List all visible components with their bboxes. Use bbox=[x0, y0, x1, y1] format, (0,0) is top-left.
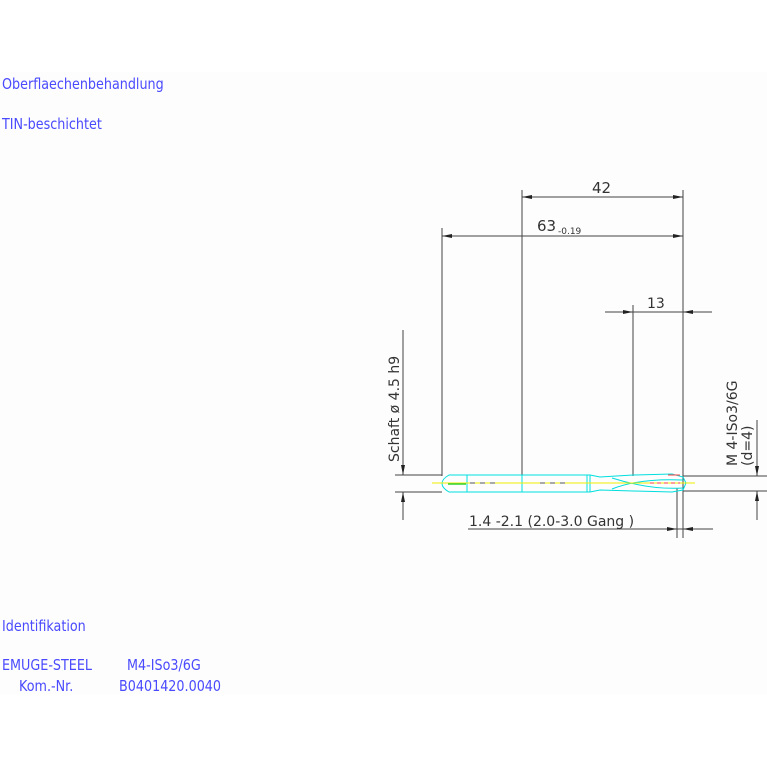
sheet-background bbox=[0, 72, 767, 694]
surface-heading: Oberflaechenbehandlung bbox=[2, 75, 164, 93]
thread-label: M 4-ISo3/6G bbox=[725, 381, 741, 466]
id-line1-right: M4-ISo3/6G bbox=[127, 656, 201, 674]
dim-63-tolerance: -0.19 bbox=[558, 227, 582, 237]
id-line2-left: Kom.-Nr. bbox=[19, 677, 74, 695]
identification-heading: Identifikation bbox=[2, 617, 86, 635]
dim-13-label: 13 bbox=[647, 296, 665, 312]
id-line1-left: EMUGE-STEEL bbox=[2, 656, 93, 674]
surface-value: TIN-beschichtet bbox=[2, 115, 102, 133]
shank-label: Schaft ø 4.5 h9 bbox=[387, 356, 403, 462]
dim-42-label: 42 bbox=[592, 179, 611, 197]
dim-63-label: 63 bbox=[537, 217, 556, 235]
id-line2-right: B0401420.0040 bbox=[119, 677, 222, 695]
thread-sublabel: (d=4) bbox=[740, 426, 756, 466]
chamfer-label: 1.4 -2.1 (2.0-3.0 Gang ) bbox=[469, 514, 634, 530]
